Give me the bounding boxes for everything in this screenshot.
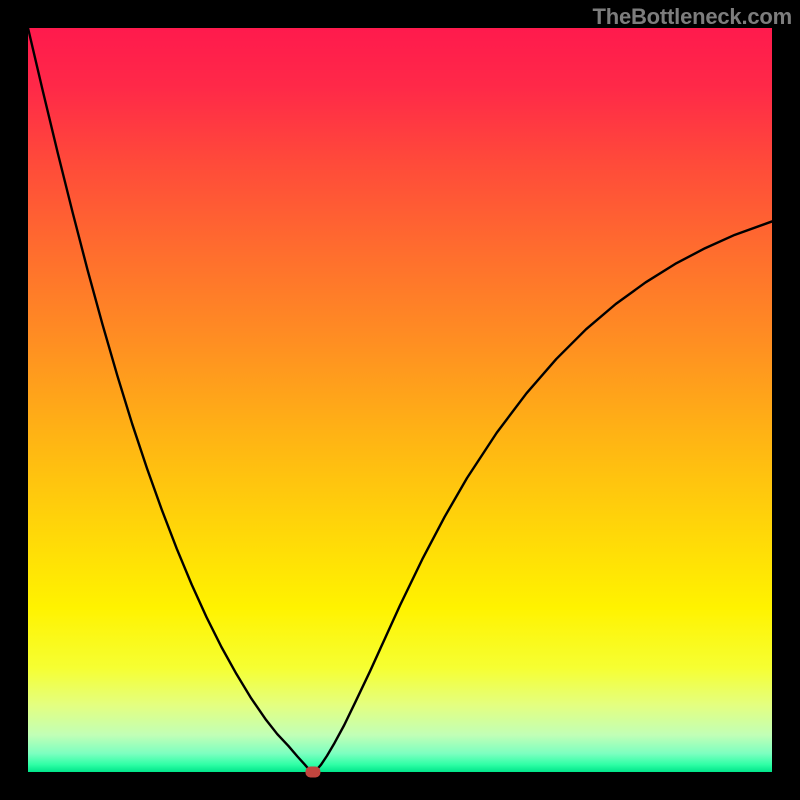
plot-gradient (28, 28, 772, 772)
chart-container: TheBottleneck.com (0, 0, 800, 800)
chart-svg (0, 0, 800, 800)
watermark-text: TheBottleneck.com (592, 4, 792, 30)
optimum-marker (305, 767, 320, 778)
